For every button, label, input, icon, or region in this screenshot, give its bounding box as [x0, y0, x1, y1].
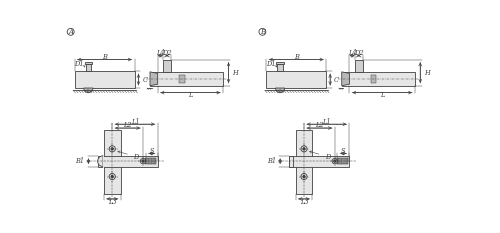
Circle shape [334, 160, 336, 162]
Bar [266, 71, 326, 88]
Bar [86, 64, 91, 71]
Bar [278, 64, 283, 71]
Text: L4: L4 [348, 49, 356, 57]
Text: S: S [341, 147, 345, 155]
Text: D2: D2 [354, 49, 364, 57]
Bar [150, 72, 223, 86]
Bar [355, 59, 362, 72]
Wedge shape [84, 88, 93, 93]
Circle shape [303, 148, 305, 150]
Bar [163, 59, 171, 72]
Text: L3: L3 [108, 198, 116, 206]
Bar [296, 130, 312, 194]
Text: H: H [424, 69, 430, 77]
Text: D: D [133, 153, 138, 161]
Bar [179, 75, 184, 83]
Text: L1: L1 [322, 117, 331, 126]
Text: B1: B1 [76, 157, 84, 165]
Wedge shape [276, 88, 284, 93]
Bar [342, 72, 415, 86]
Text: B1: B1 [267, 157, 276, 165]
Bar [290, 156, 293, 167]
Polygon shape [150, 72, 158, 86]
Text: B: B [260, 28, 265, 36]
Bar [104, 130, 120, 194]
Text: D1: D1 [266, 60, 276, 68]
Text: L4: L4 [156, 49, 164, 57]
Text: S: S [150, 147, 154, 155]
Text: H: H [232, 69, 238, 77]
Wedge shape [98, 156, 103, 167]
Text: L: L [380, 91, 384, 99]
Text: L2: L2 [124, 121, 132, 129]
Text: C: C [142, 75, 148, 84]
Text: L2: L2 [315, 121, 324, 129]
Bar [371, 75, 376, 83]
Text: D2: D2 [162, 49, 172, 57]
Text: B: B [294, 53, 298, 61]
Text: L1: L1 [130, 117, 140, 126]
Text: C: C [334, 75, 339, 84]
Bar [146, 158, 156, 164]
Polygon shape [342, 72, 349, 86]
Circle shape [303, 176, 305, 178]
Circle shape [112, 148, 113, 150]
Text: A: A [68, 28, 73, 36]
Bar [290, 156, 350, 167]
Text: B: B [102, 53, 107, 61]
Text: L3: L3 [300, 198, 308, 206]
Bar [276, 62, 284, 64]
Bar [337, 158, 348, 164]
Bar [74, 71, 134, 88]
Circle shape [112, 176, 113, 178]
Text: D: D [325, 153, 330, 161]
Circle shape [142, 160, 144, 162]
Bar [98, 156, 158, 167]
Text: L: L [188, 91, 192, 99]
Bar [84, 62, 92, 64]
Text: D1: D1 [74, 60, 84, 68]
